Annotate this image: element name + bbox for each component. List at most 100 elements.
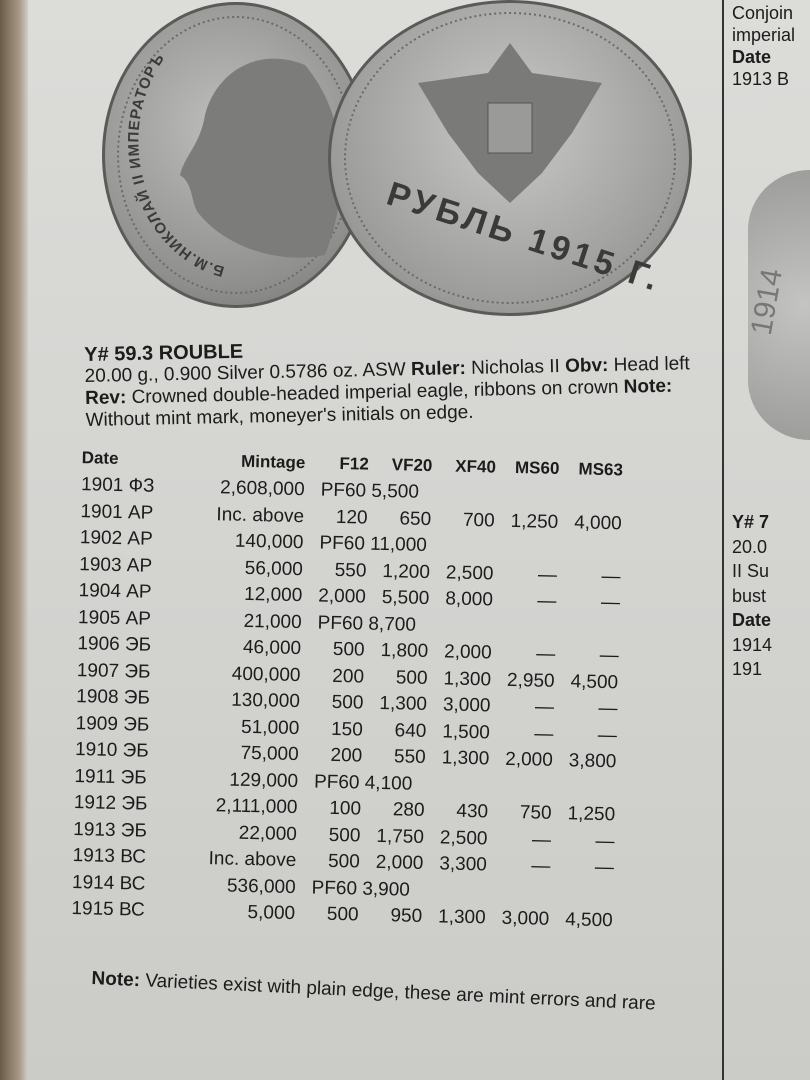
date-cell: 1901 АР: [80, 500, 154, 524]
price-cell: 2,500: [439, 827, 488, 850]
price-cell: 280: [392, 799, 425, 822]
mintage-cell: 12,000: [243, 584, 303, 607]
price-cell: 3,000: [442, 694, 491, 717]
price-cell: 500: [328, 824, 361, 847]
price-cell: 700: [462, 509, 495, 532]
mintage-cell: 2,608,000: [219, 477, 305, 501]
price-cell: 100: [329, 798, 362, 820]
price-cell: 2,500: [445, 562, 494, 585]
right-column-line: Conjoin: [732, 3, 794, 23]
price-cell: 5,500: [381, 587, 430, 610]
price-cell: 2,000: [318, 585, 367, 608]
price-cell: 150: [330, 718, 364, 741]
date-cell: 1912 ЭБ: [73, 792, 148, 815]
date-cell: 1914 ВС: [71, 871, 146, 895]
column-header-mintage: Mintage: [240, 451, 306, 473]
price-cell: 550: [334, 559, 367, 582]
right-column-bottom: Y# 7 20.0 II Su bust Date 1914 191: [732, 510, 808, 682]
column-header-xf40: XF40: [455, 456, 497, 477]
price-cell: 1,750: [376, 825, 425, 848]
price-cell: —: [600, 592, 621, 614]
date-cell: 1903 АР: [79, 553, 153, 577]
right-column-line: Y# 7: [732, 512, 770, 532]
price-cell: —: [598, 698, 618, 720]
price-cell: 1,300: [441, 747, 490, 770]
book-spine: [0, 0, 28, 1080]
column-header-ms60: MS60: [514, 457, 560, 478]
date-cell: 1902 АР: [79, 527, 153, 551]
mintage-cell: Inc. above: [208, 848, 297, 872]
price-cell: 200: [332, 665, 365, 688]
price-cell: 640: [394, 720, 427, 742]
mintage-cell: 51,000: [240, 716, 300, 739]
date-cell: 1915 ВС: [71, 898, 145, 921]
date-cell: 1910 ЭБ: [74, 739, 149, 762]
next-coin-image: 1914: [745, 170, 810, 440]
price-cell: 1,500: [442, 721, 491, 744]
mintage-cell: 129,000: [229, 769, 299, 792]
date-cell: 1907 ЭБ: [76, 659, 151, 683]
mintage-cell: Inc. above: [216, 503, 305, 527]
right-column-line: bust: [732, 585, 767, 606]
price-cell: 3,000: [501, 908, 550, 931]
date-cell: 1904 АР: [78, 580, 152, 603]
date-cell: 1913 ВС: [72, 845, 147, 868]
price-table: Date Mintage F12 VF20 XF40 MS60 MS63 1901 ФЗ 2,…: [65, 444, 631, 935]
right-column-line: Date: [732, 610, 772, 630]
mintage-cell: 21,000: [243, 610, 302, 633]
price-cell: 1,300: [443, 668, 492, 691]
column-header-ms63: MS63: [578, 459, 624, 480]
price-cell: —: [537, 564, 558, 586]
price-cell: 650: [399, 508, 432, 530]
price-cell: 8,000: [445, 588, 494, 611]
price-cell: 3,800: [568, 750, 617, 773]
price-cell: 500: [395, 667, 428, 689]
price-cell: 1,200: [382, 560, 431, 583]
right-column-line: imperial: [732, 25, 796, 45]
right-column-line: 1914: [732, 634, 773, 655]
price-cell: 2,000: [443, 641, 492, 664]
right-column-line: Date: [732, 47, 772, 67]
price-cell: —: [534, 723, 554, 745]
right-column-line: II Su: [732, 561, 770, 581]
price-cell: 120: [335, 506, 368, 529]
date-cell: 1909 ЭБ: [75, 712, 150, 736]
price-cell: 500: [326, 904, 359, 926]
price-cell: 4,000: [573, 512, 622, 535]
date-cell: 1906 ЭБ: [77, 633, 152, 657]
column-header-f12: F12: [339, 453, 370, 474]
date-cell: 1901 ФЗ: [80, 474, 155, 498]
price-cell: 1,250: [567, 803, 616, 826]
mintage-cell: 140,000: [234, 530, 304, 554]
price-cell: —: [531, 829, 552, 851]
price-cell: 2,950: [506, 669, 555, 692]
price-cell: —: [601, 565, 621, 588]
price-cell: 1,250: [510, 510, 559, 533]
price-cell: 1,800: [380, 640, 429, 663]
right-column-line: 191: [732, 659, 763, 679]
price-cell: 2,000: [505, 749, 554, 772]
price-cell: —: [599, 645, 619, 667]
right-column-line: 1913 B: [732, 69, 790, 89]
price-cell: 950: [390, 905, 423, 928]
price-cell: —: [597, 724, 618, 747]
date-cell: 1913 ЭБ: [73, 818, 148, 842]
coin-description: Y# 59.3 ROUBLE 20.00 g., 0.900 Silver 0.…: [84, 331, 716, 432]
date-cell: 1908 ЭБ: [76, 686, 151, 709]
price-cell: —: [534, 696, 555, 719]
mintage-cell: 22,000: [238, 822, 298, 845]
price-cell: 550: [393, 746, 426, 769]
price-cell: —: [595, 830, 615, 853]
price-cell: 2,000: [375, 852, 424, 875]
mintage-cell: 2,111,000: [215, 795, 298, 819]
right-column-line: 20.0: [732, 536, 768, 557]
price-cell: —: [535, 643, 556, 666]
mintage-cell: 46,000: [242, 637, 302, 660]
coin-obverse-image: Б.М.НИКОЛАЙ II ИМПЕРАТОРЪ: [102, 2, 370, 308]
price-cell: 4,500: [564, 909, 613, 932]
price-cell: —: [531, 855, 551, 878]
column-header-vf20: VF20: [391, 455, 433, 476]
mintage-cell: 75,000: [240, 743, 299, 766]
price-cell: 4,500: [570, 671, 619, 694]
price-cell: 500: [331, 692, 364, 714]
